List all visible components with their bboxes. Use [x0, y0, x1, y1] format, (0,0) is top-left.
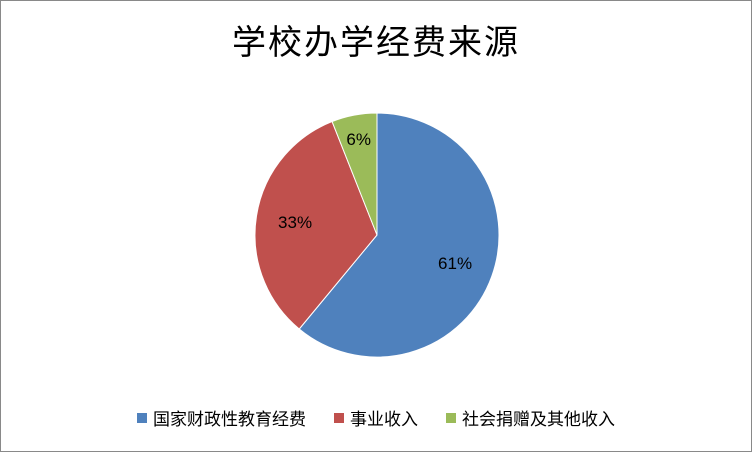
legend-label-donations-other: 社会捐赠及其他收入 — [462, 410, 615, 430]
legend-label-business-income: 事业收入 — [350, 410, 418, 430]
legend-swatch-business-income — [334, 412, 344, 423]
legend-swatch-donations-other — [446, 412, 456, 423]
legend-item-donations-other: 社会捐赠及其他收入 — [446, 405, 615, 430]
legend-item-business-income: 事业收入 — [334, 405, 418, 430]
pie-data-labels: 61% 33% 6% — [278, 130, 472, 273]
chart-title: 学校办学经费来源 — [232, 23, 520, 63]
legend-swatch-national-funding — [137, 412, 147, 423]
pie-slices — [254, 112, 500, 358]
legend-item-national-funding: 国家财政性教育经费 — [137, 405, 306, 430]
label-national-funding: 61% — [438, 254, 472, 273]
label-donations-other: 6% — [346, 130, 371, 149]
slice-national-funding — [298, 112, 500, 358]
slice-business-income — [254, 120, 378, 330]
legend-label-national-funding: 国家财政性教育经费 — [153, 410, 306, 430]
label-business-income: 33% — [278, 213, 312, 232]
legend: 国家财政性教育经费 事业收入 社会捐赠及其他收入 — [1, 405, 751, 430]
slice-donations-other — [331, 112, 378, 236]
